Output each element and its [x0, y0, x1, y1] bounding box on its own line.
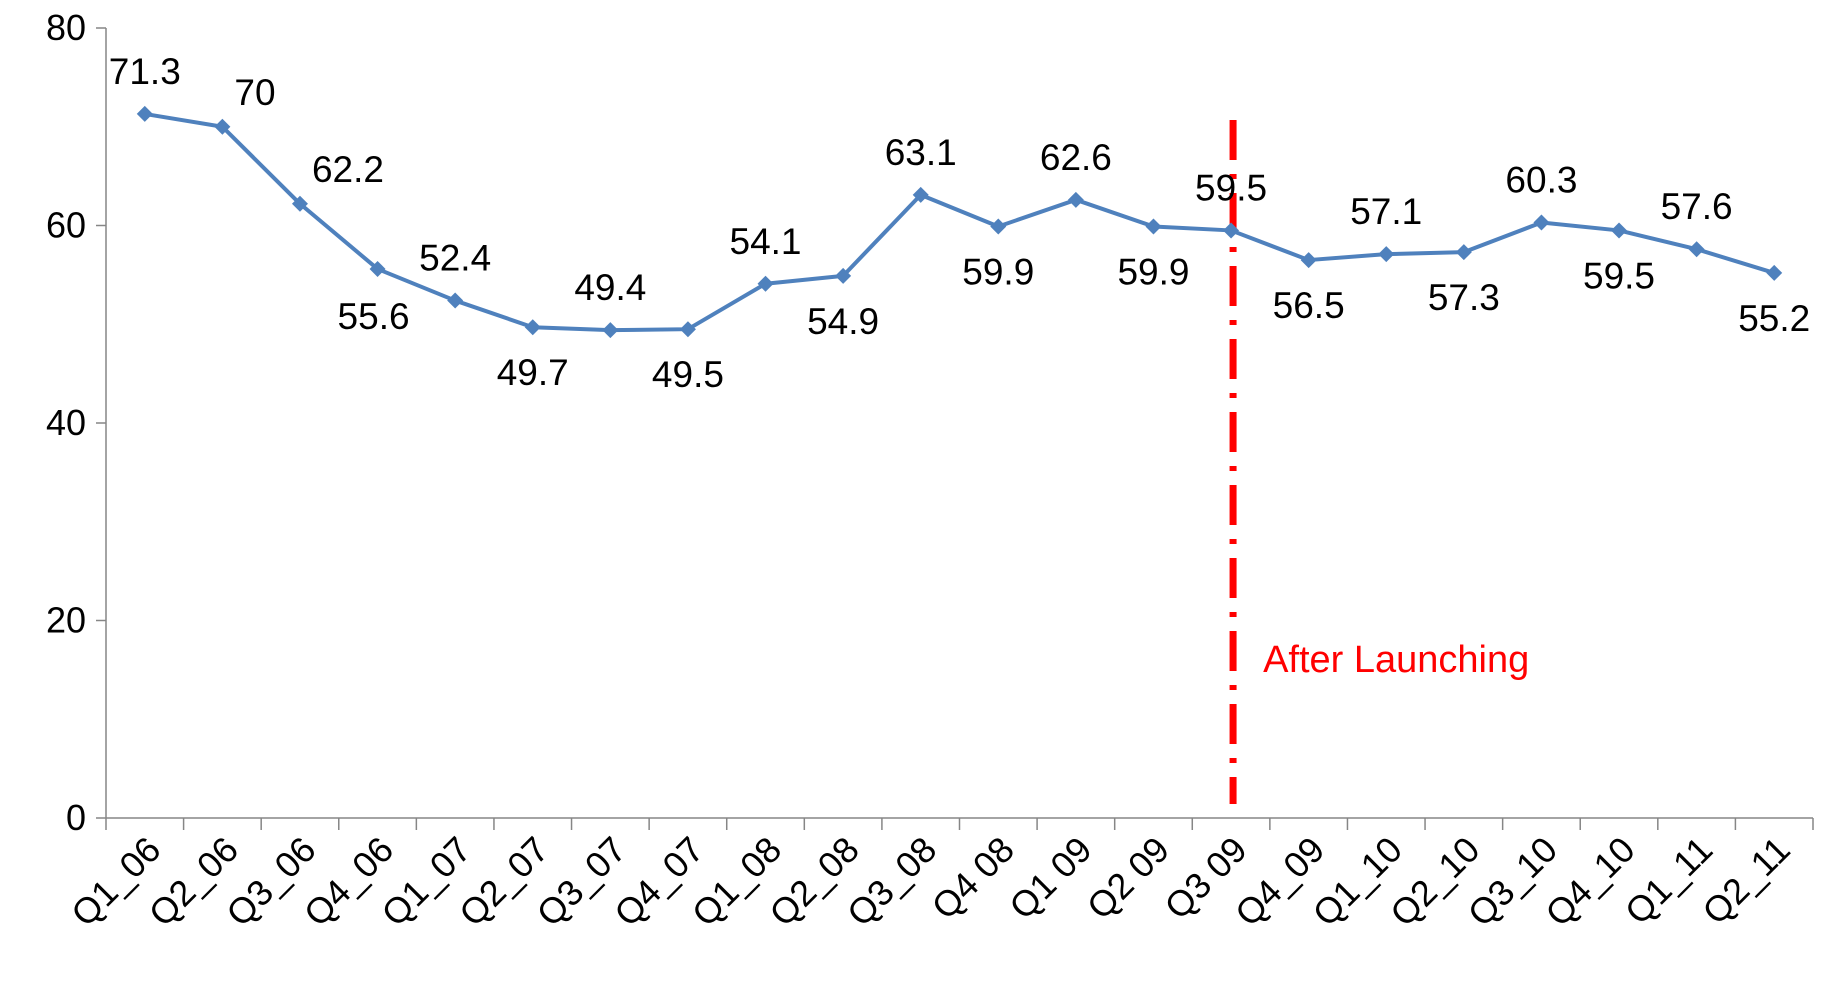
- y-tick-label: 80: [46, 7, 86, 48]
- data-point-marker: [1223, 222, 1240, 239]
- data-point-marker: [524, 319, 541, 336]
- data-point-marker: [291, 195, 308, 212]
- data-label: 63.1: [885, 132, 957, 173]
- data-point-marker: [1067, 191, 1084, 208]
- data-label: 62.2: [312, 149, 384, 190]
- data-point-marker: [990, 218, 1007, 235]
- data-label: 49.5: [652, 354, 724, 395]
- data-label: 54.1: [730, 221, 802, 262]
- data-point-marker: [369, 260, 386, 277]
- series-line: [144, 111, 1775, 333]
- y-tick-label: 60: [46, 205, 86, 246]
- data-label: 49.4: [574, 267, 646, 308]
- data-point-marker: [912, 186, 929, 203]
- data-point-marker: [679, 321, 696, 338]
- data-label: 56.5: [1273, 285, 1345, 326]
- data-label: 59.5: [1583, 255, 1655, 296]
- data-label: 70: [234, 72, 275, 113]
- data-label: 59.9: [962, 251, 1034, 292]
- data-label: 54.9: [807, 301, 879, 342]
- data-label: 57.1: [1350, 191, 1422, 232]
- x-tick-label: Q2_11: [1694, 829, 1798, 933]
- x-tick-label: Q3_08: [839, 829, 944, 934]
- data-point-marker: [214, 118, 231, 135]
- y-tick-label: 0: [66, 797, 86, 838]
- data-label: 49.7: [497, 352, 569, 393]
- x-tick-label: Q1 09: [1001, 829, 1099, 927]
- data-label: 60.3: [1505, 160, 1577, 201]
- data-label: 71.3: [109, 51, 181, 92]
- y-tick-label: 20: [46, 600, 86, 641]
- data-label: 55.6: [338, 296, 410, 337]
- data-label: 52.4: [419, 238, 491, 279]
- data-point-marker: [1145, 218, 1162, 235]
- data-point-marker: [447, 292, 464, 309]
- data-point-marker: [757, 275, 774, 292]
- data-label: 57.3: [1428, 277, 1500, 318]
- data-label: 62.6: [1040, 137, 1112, 178]
- data-point-marker: [1300, 252, 1317, 269]
- x-tick-label: Q1_11: [1617, 829, 1721, 933]
- x-tick-label: Q4_10: [1537, 829, 1642, 934]
- launch-annotation-label: After Launching: [1263, 639, 1529, 681]
- x-tick-label: Q4 08: [924, 829, 1022, 927]
- data-point-marker: [835, 267, 852, 284]
- data-label: 59.5: [1195, 167, 1267, 208]
- data-point-marker: [1533, 214, 1550, 231]
- data-point-marker: [1611, 222, 1628, 239]
- data-label: 57.6: [1661, 186, 1733, 227]
- data-point-marker: [1378, 246, 1395, 263]
- data-label: 59.9: [1117, 251, 1189, 292]
- y-tick-label: 40: [46, 402, 86, 443]
- data-label: 55.2: [1738, 298, 1810, 339]
- data-point-marker: [1766, 264, 1783, 281]
- x-tick-label: Q2 09: [1079, 829, 1177, 927]
- data-point-marker: [1688, 241, 1705, 258]
- data-point-marker: [136, 105, 153, 122]
- data-point-marker: [1455, 244, 1472, 261]
- data-point-marker: [602, 322, 619, 339]
